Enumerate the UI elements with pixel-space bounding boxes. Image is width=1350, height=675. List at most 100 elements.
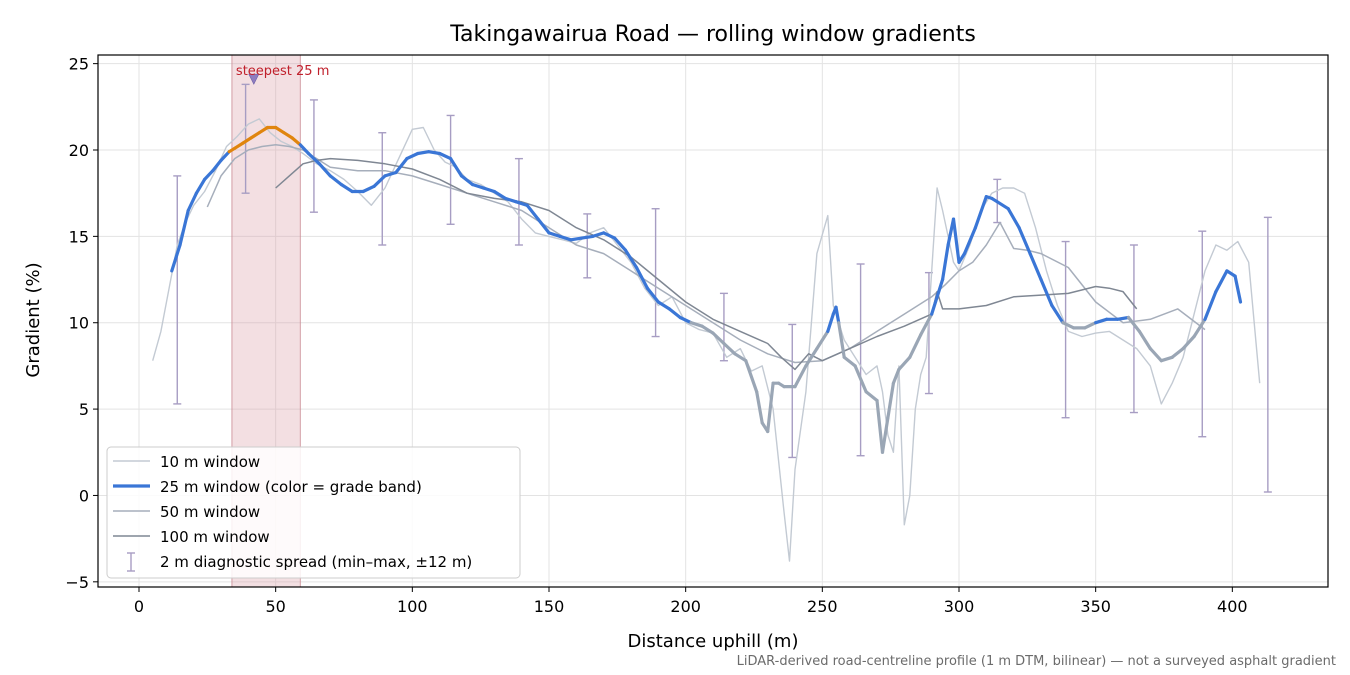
spread-errorbar — [788, 323, 797, 459]
series-segment-25m — [203, 169, 215, 181]
series-segment-25m — [722, 341, 737, 356]
spread-errorbar — [1129, 244, 1138, 414]
series-segment-25m — [558, 234, 573, 242]
series-segment-25m — [298, 143, 311, 156]
series-segment-25m — [793, 364, 808, 389]
spread-errorbar — [856, 263, 865, 457]
series-segment-25m — [700, 324, 715, 335]
spread-errorbar — [173, 175, 182, 405]
series-segment-25m — [569, 236, 584, 242]
legend: 10 m window 25 m window (color = grade b… — [106, 446, 521, 579]
spread-errorbar — [1198, 230, 1207, 438]
series-segment-25m — [973, 195, 988, 230]
series-segment-25m — [1225, 269, 1237, 278]
x-tick-label: 250 — [807, 597, 838, 616]
spread-errorbar — [651, 208, 660, 338]
series-segment-25m — [449, 157, 464, 178]
series-segment-25m — [405, 151, 420, 161]
series-segment-25m — [186, 191, 198, 213]
x-tick-label: 50 — [265, 597, 285, 616]
series-segment-25m — [194, 177, 207, 195]
series-segment-25m — [383, 170, 398, 178]
series-segment-25m — [755, 390, 764, 425]
series-segment-25m — [416, 150, 431, 156]
legend-label-100m: 100 m window — [160, 528, 270, 546]
series-segment-25m — [1126, 315, 1142, 333]
series-segment-25m — [602, 231, 617, 240]
series-segment-25m — [1039, 277, 1054, 308]
spread-errorbar — [924, 271, 933, 395]
y-tick-label: 15 — [69, 227, 89, 246]
series-segment-25m — [459, 174, 475, 187]
series-segment-25m — [678, 315, 693, 325]
series-segment-25m — [219, 150, 231, 162]
series-segment-25m — [306, 151, 321, 166]
x-tick-label: 100 — [397, 597, 428, 616]
series-segment-25m — [1061, 321, 1076, 330]
series-segment-25m — [178, 208, 190, 247]
series-segment-25m — [733, 352, 748, 363]
legend-label-spread: 2 m diagnostic spread (min–max, ±12 m) — [160, 553, 472, 571]
series-segment-25m — [1159, 355, 1174, 363]
series-segment-25m — [1017, 226, 1032, 256]
series-segment-25m — [1083, 321, 1098, 330]
series-segment-25m — [815, 329, 830, 351]
series-segment-25m — [290, 136, 302, 147]
series-segment-25m — [853, 364, 868, 394]
legend-label-50m: 50 m window — [160, 503, 260, 521]
series-segment-25m — [1028, 252, 1043, 282]
spread-errorbar — [583, 213, 592, 279]
series-segment-25m — [634, 265, 650, 290]
plot-frame — [97, 54, 1329, 588]
series-segment-25m — [891, 367, 901, 385]
series-segment-25m — [591, 231, 606, 238]
series-segment-25m — [427, 150, 442, 156]
x-tick-label: 350 — [1080, 597, 1111, 616]
x-tick-label: 200 — [670, 597, 701, 616]
spread-errorbars — [173, 83, 1272, 493]
series-segment-25m — [536, 217, 551, 235]
x-tick-label: 0 — [134, 597, 144, 616]
series-segment-25m — [282, 131, 294, 140]
series-segment-25m — [514, 200, 529, 207]
series-segment-25m — [689, 321, 704, 328]
y-axis-label: Gradient (%) — [23, 262, 44, 377]
series-segment-25m — [834, 305, 841, 325]
series-segment-25m — [547, 231, 562, 238]
spread-errorbar — [1263, 216, 1272, 493]
series-segment-25m — [711, 331, 726, 346]
spread-errorbar — [446, 114, 455, 225]
spread-errorbar — [378, 132, 387, 246]
legend-label-10m: 10 m window — [160, 453, 260, 471]
steepest-marker — [248, 73, 260, 85]
series-segment-25m — [951, 217, 961, 264]
x-tick-label: 300 — [944, 597, 975, 616]
series-segment-25m — [241, 136, 253, 145]
steepest-annotation: steepest 25 m — [236, 64, 329, 79]
series-segment-25m — [1233, 274, 1243, 304]
series-segment-25m — [372, 174, 387, 188]
legend-label-25m: 25 m window (color = grade band) — [160, 478, 422, 496]
y-tick-label: 20 — [69, 141, 89, 160]
x-tick-label: 400 — [1217, 597, 1248, 616]
series-segment-25m — [249, 131, 261, 140]
axis-ticks: 0 50 100 150 200 250 300 350 400 −5 0 5 10 15 20 25 — [65, 55, 1247, 616]
series-segment-25m — [580, 234, 595, 240]
series-segment-25m — [1181, 334, 1196, 351]
series-segment-25m — [667, 307, 682, 320]
series-segment-25m — [211, 158, 223, 173]
x-tick-label: 150 — [534, 597, 565, 616]
series-segment-25m — [623, 248, 639, 270]
series-segment-25m — [875, 398, 885, 454]
series-segment-25m — [317, 162, 332, 178]
series-segment-25m — [656, 300, 671, 311]
series-segment-25m — [957, 252, 967, 264]
series-lines — [152, 118, 1261, 562]
series-segment-25m — [612, 236, 628, 252]
series-segment-25m — [525, 203, 540, 221]
y-tick-label: −5 — [65, 573, 89, 592]
series-segment-25m — [886, 381, 896, 420]
series-segment-25m — [1148, 347, 1163, 363]
spread-errorbar — [1061, 240, 1070, 419]
